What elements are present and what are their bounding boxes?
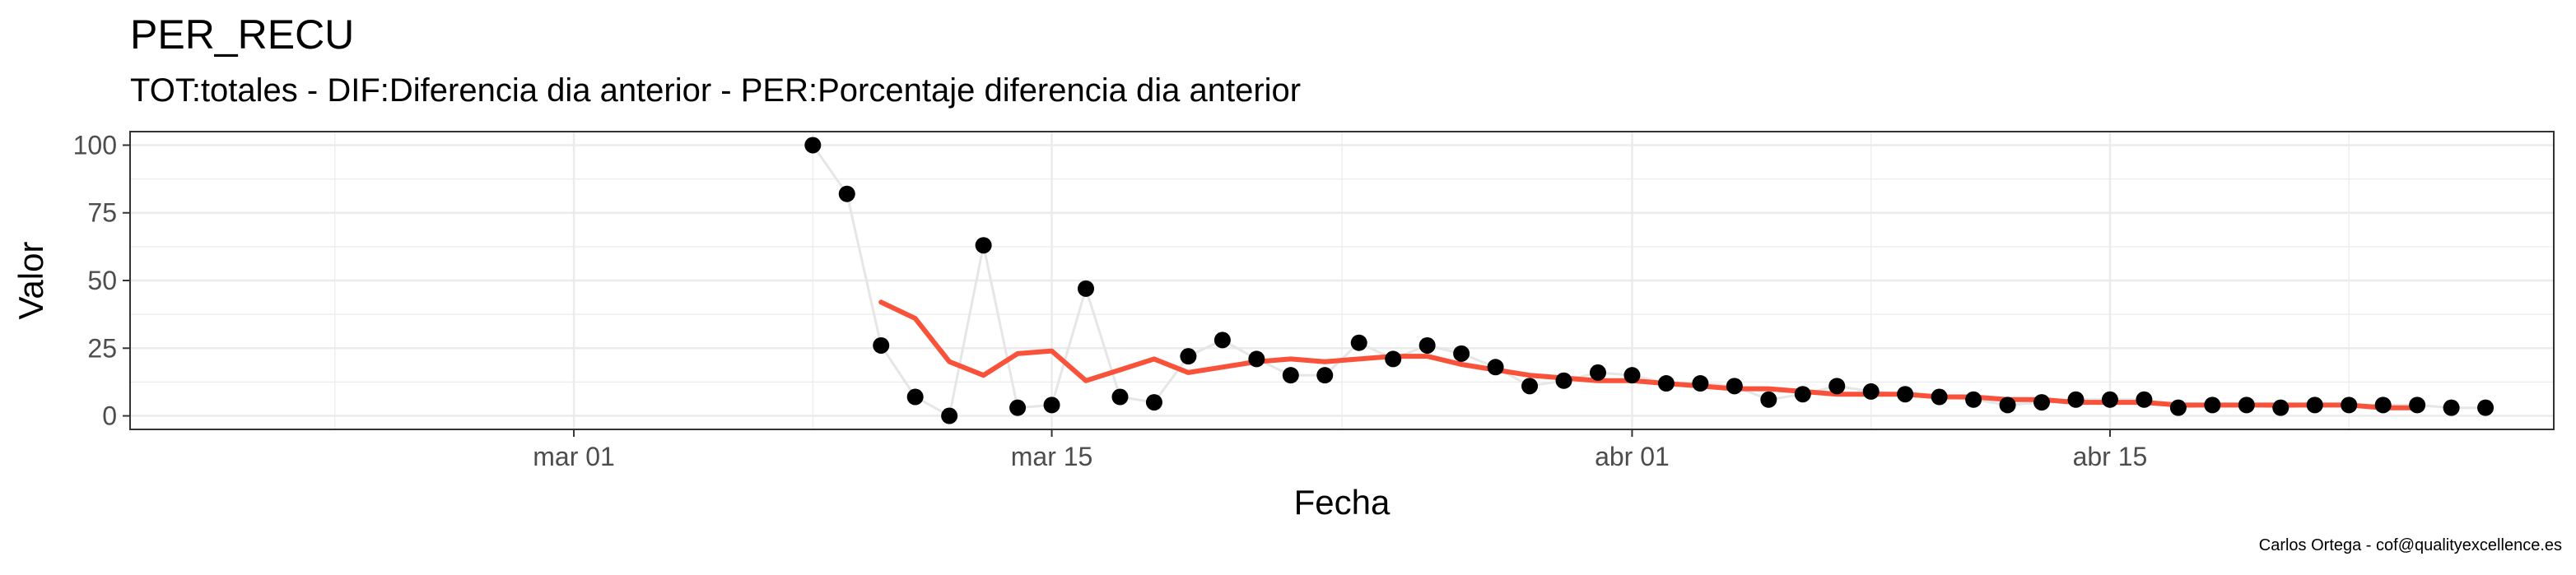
data-point (2341, 396, 2358, 414)
data-point (1350, 334, 1367, 351)
y-tick-label: 75 (87, 198, 117, 228)
data-point (1385, 350, 1402, 368)
data-point (1043, 396, 1060, 414)
data-point (1111, 388, 1129, 406)
x-axis: mar 01 mar 15 abr 01 abr 15 (533, 429, 2147, 471)
data-point (2306, 396, 2323, 414)
data-point (1282, 367, 1299, 384)
data-point (2409, 396, 2426, 414)
y-axis: 0 25 50 75 100 (73, 130, 130, 431)
x-tick-label: abr 15 (2073, 442, 2148, 471)
data-point (1760, 391, 1777, 408)
data-point (1623, 367, 1641, 384)
data-point (2101, 391, 2118, 408)
chart-caption: Carlos Ortega - cof@qualityexcellence.es (2258, 536, 2562, 554)
smoothed-series-line (878, 299, 2420, 410)
data-point (975, 237, 992, 254)
data-point (1794, 386, 1811, 403)
data-point (1248, 350, 1265, 368)
y-tick-label: 100 (73, 130, 117, 160)
data-point (1521, 378, 1539, 395)
chart-subtitle: TOT:totales - DIF:Diferencia dia anterio… (130, 72, 1302, 109)
data-point (2238, 396, 2255, 414)
data-point (1657, 375, 1675, 392)
series-smooth-line (878, 299, 2420, 410)
data-point (1078, 280, 1095, 297)
data-point (2477, 399, 2494, 416)
y-axis-title: Valor (12, 242, 50, 320)
data-point (1555, 372, 1572, 389)
data-point (2136, 391, 2153, 408)
data-point (1487, 359, 1504, 376)
data-point (941, 407, 958, 424)
data-point (2033, 394, 2051, 411)
data-point (873, 336, 890, 354)
x-tick-label: mar 15 (1011, 442, 1093, 471)
data-point (1931, 388, 1948, 406)
data-point (1965, 391, 1982, 408)
data-point (1180, 348, 1197, 365)
data-point (1453, 345, 1470, 362)
data-point (2272, 399, 2290, 416)
data-point (1009, 399, 1027, 416)
data-point (838, 185, 855, 202)
data-point (1726, 378, 1743, 395)
x-tick-label: mar 01 (533, 442, 615, 471)
chart-title: PER_RECU (130, 12, 355, 58)
data-point (906, 388, 924, 406)
y-tick-label: 0 (102, 401, 117, 431)
data-point (1828, 378, 1846, 395)
data-point (1316, 367, 1334, 384)
data-point (1418, 336, 1436, 354)
data-point (1862, 383, 1880, 400)
x-axis-title: Fecha (1294, 483, 1390, 522)
data-point (1897, 386, 1914, 403)
y-tick-label: 50 (87, 266, 117, 295)
series-points (804, 137, 2494, 424)
data-point (2204, 396, 2221, 414)
data-point (804, 137, 822, 154)
data-point (2443, 399, 2460, 416)
data-point (1999, 396, 2016, 414)
x-tick-label: abr 01 (1595, 442, 1670, 471)
data-point (1145, 394, 1162, 411)
data-point (2374, 396, 2392, 414)
data-point (1692, 375, 1709, 392)
y-tick-label: 25 (87, 333, 117, 363)
data-point (1589, 364, 1606, 381)
data-point (2169, 399, 2187, 416)
data-point (2067, 391, 2085, 408)
data-point (1213, 332, 1231, 349)
